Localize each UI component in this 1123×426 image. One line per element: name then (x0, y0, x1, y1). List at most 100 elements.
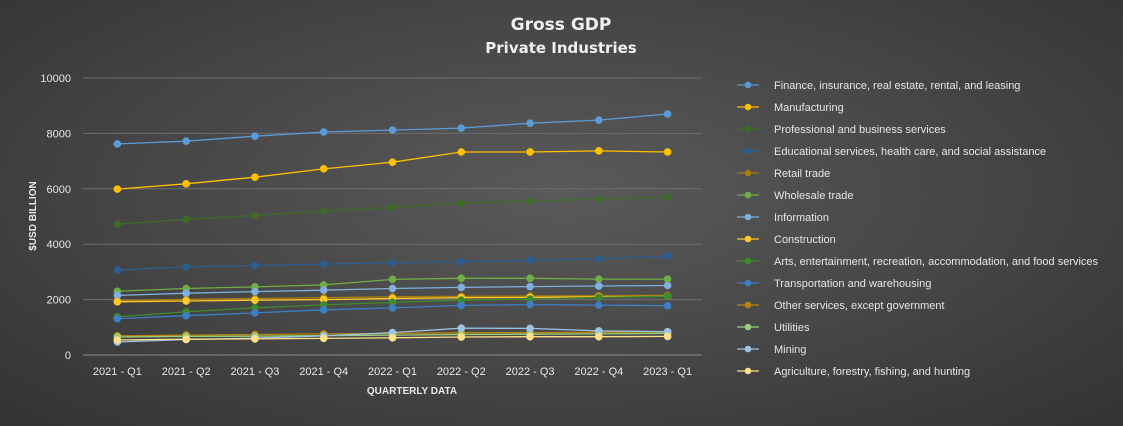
y-tick-label: 10000 (40, 73, 71, 85)
legend-marker (744, 191, 752, 199)
data-point (113, 297, 122, 306)
data-point (319, 260, 328, 268)
legend-marker (744, 367, 752, 375)
data-point (663, 252, 672, 260)
data-point (182, 311, 191, 320)
series-0 (113, 110, 672, 148)
x-tick-label: 2021 - Q4 (299, 366, 348, 378)
data-point (457, 283, 466, 292)
data-point (594, 116, 603, 124)
chart-subtitle: Private Industries (485, 39, 636, 57)
data-point (388, 333, 397, 342)
legend-marker (744, 125, 752, 133)
data-point (526, 256, 534, 265)
data-point (457, 257, 466, 266)
data-point (526, 282, 534, 291)
legend-marker (744, 345, 752, 353)
y-tick-label: 6000 (47, 184, 71, 196)
legend-marker (744, 301, 752, 309)
x-tick-label: 2021 - Q3 (230, 366, 279, 378)
data-point (388, 284, 397, 293)
data-point (182, 289, 191, 298)
chart-title: Gross GDP (511, 15, 612, 35)
legend-label: Construction (774, 234, 836, 246)
legend-marker (744, 323, 752, 331)
data-point (457, 148, 466, 156)
data-point (526, 274, 534, 283)
data-point (251, 261, 259, 270)
legend-label: Other services, except government (774, 300, 945, 312)
data-point (182, 297, 191, 305)
data-point (251, 132, 259, 141)
data-point (663, 281, 672, 290)
data-point (594, 255, 603, 263)
data-point (457, 324, 466, 332)
data-point (594, 282, 603, 290)
legend-item: Transportation and warehousing (737, 278, 931, 290)
data-point (526, 119, 534, 128)
data-point (526, 332, 534, 341)
data-point (594, 195, 603, 203)
data-point (388, 258, 397, 267)
data-point (319, 207, 328, 215)
data-point (388, 126, 397, 134)
data-point (113, 314, 122, 323)
legend-label: Finance, insurance, real estate, rental,… (774, 80, 1020, 92)
series-lines (113, 110, 672, 346)
data-point (388, 158, 397, 167)
data-point (594, 293, 603, 302)
x-tick-label: 2023 - Q1 (643, 366, 692, 378)
data-point (251, 211, 259, 220)
series-2 (113, 193, 672, 229)
data-point (182, 335, 191, 344)
data-point (251, 287, 259, 296)
data-point (319, 305, 328, 314)
legend-item: Wholesale trade (737, 190, 854, 202)
x-tick-label: 2021 - Q2 (162, 366, 211, 378)
legend-label: Utilities (774, 322, 810, 334)
data-point (663, 332, 672, 341)
series-6 (113, 281, 672, 300)
data-point (182, 263, 191, 271)
x-axis-title: QUARTERLY DATA (367, 386, 457, 397)
data-point (113, 220, 122, 229)
data-point (113, 336, 122, 344)
data-point (594, 332, 603, 341)
legend-item: Finance, insurance, real estate, rental,… (737, 80, 1020, 92)
data-point (457, 274, 466, 283)
data-point (594, 301, 603, 309)
legend-label: Wholesale trade (774, 190, 854, 202)
data-point (663, 292, 672, 301)
data-point (663, 110, 672, 118)
data-point (526, 300, 534, 309)
legend-marker (744, 235, 752, 243)
y-tick-label: 0 (65, 350, 71, 362)
legend-item: Information (737, 212, 829, 224)
data-point (457, 333, 466, 341)
legend-item: Educational services, health care, and s… (737, 146, 1046, 158)
legend-label: Manufacturing (774, 102, 844, 114)
legend-label: Retail trade (774, 168, 830, 180)
data-point (663, 193, 672, 201)
data-point (251, 309, 259, 317)
legend-label: Transportation and warehousing (774, 278, 931, 290)
data-point (319, 128, 328, 136)
series-1 (113, 147, 672, 193)
data-point (457, 124, 466, 132)
legend-marker (744, 279, 752, 287)
y-axis-ticks: 0 2000 4000 6000 8000 10000 (40, 73, 71, 362)
legend-item: Professional and business services (737, 124, 946, 136)
data-point (388, 275, 397, 284)
legend-label: Agriculture, forestry, fishing, and hunt… (774, 366, 970, 378)
data-point (526, 197, 534, 205)
legend-label: Information (774, 212, 829, 224)
legend-marker (744, 81, 752, 89)
data-point (526, 148, 534, 156)
legend-marker (744, 169, 752, 177)
legend-item: Agriculture, forestry, fishing, and hunt… (737, 366, 970, 378)
y-tick-label: 4000 (47, 239, 71, 251)
legend-item: Manufacturing (737, 102, 844, 114)
series-3 (113, 252, 672, 274)
legend-item: Other services, except government (737, 300, 945, 312)
